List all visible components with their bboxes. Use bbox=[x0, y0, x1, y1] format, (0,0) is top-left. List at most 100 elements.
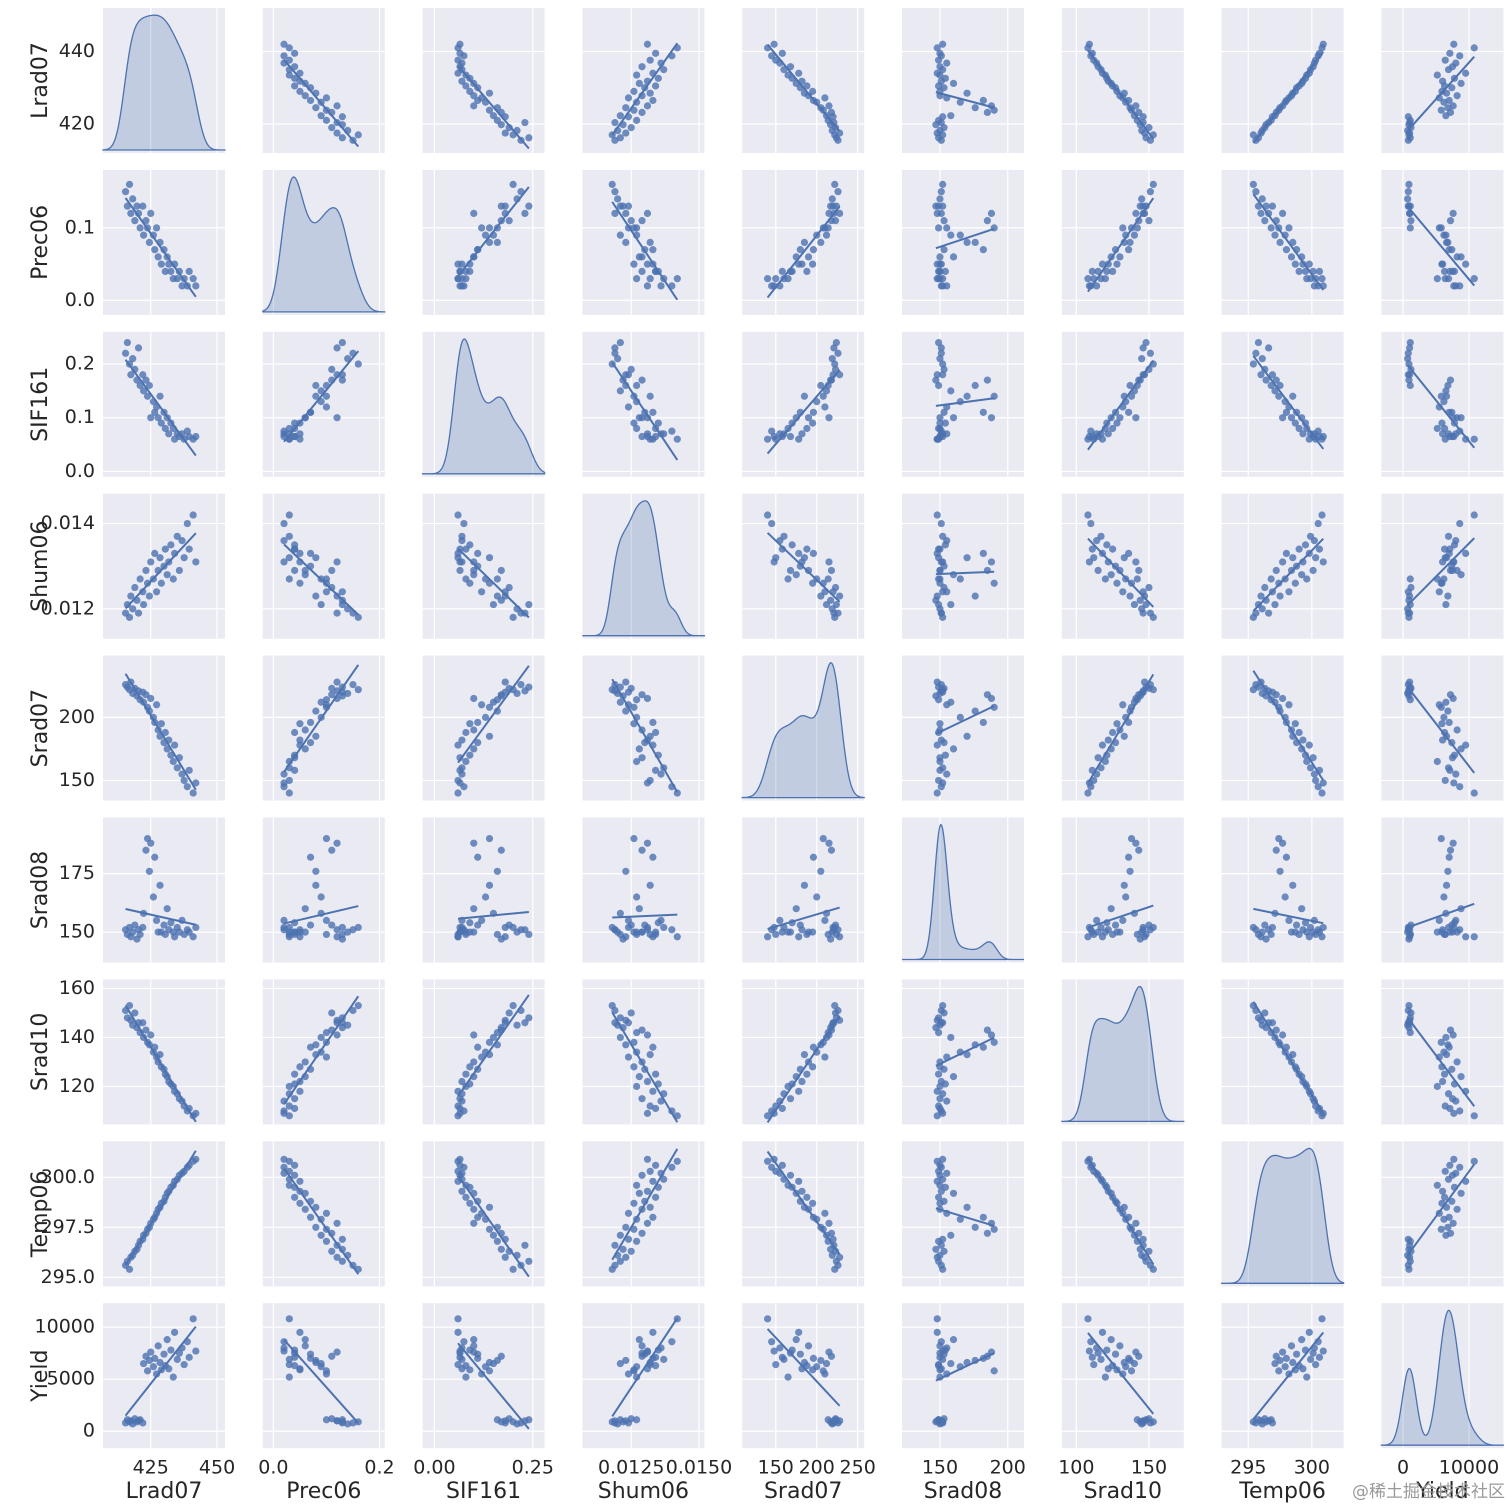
point bbox=[173, 764, 181, 772]
x-tick-label: 425 bbox=[133, 1457, 169, 1479]
point bbox=[1305, 1328, 1313, 1336]
point bbox=[478, 1370, 486, 1378]
point bbox=[638, 1229, 646, 1237]
point bbox=[1103, 751, 1111, 759]
point bbox=[280, 427, 288, 435]
point bbox=[830, 609, 838, 617]
point bbox=[641, 1197, 649, 1205]
point bbox=[156, 238, 164, 246]
point bbox=[1272, 1026, 1280, 1034]
point bbox=[1470, 1157, 1478, 1165]
x-tick-label: 150 bbox=[922, 1457, 958, 1479]
point bbox=[622, 707, 630, 715]
point bbox=[521, 118, 529, 127]
point bbox=[338, 1235, 346, 1243]
point bbox=[1457, 414, 1465, 422]
point bbox=[280, 558, 288, 566]
point bbox=[129, 355, 137, 363]
point bbox=[1435, 224, 1443, 232]
point bbox=[829, 1419, 837, 1427]
point bbox=[649, 260, 657, 268]
point bbox=[939, 1265, 947, 1273]
point bbox=[635, 253, 643, 261]
point bbox=[189, 511, 197, 519]
panel-background bbox=[1061, 979, 1184, 1125]
point bbox=[338, 588, 346, 596]
point bbox=[306, 921, 315, 929]
point bbox=[139, 698, 148, 706]
point bbox=[1101, 424, 1109, 433]
point bbox=[611, 1019, 619, 1027]
point bbox=[1470, 511, 1478, 519]
point bbox=[142, 376, 150, 384]
point bbox=[322, 588, 331, 596]
point bbox=[809, 419, 817, 427]
point bbox=[456, 545, 464, 553]
point bbox=[296, 720, 304, 728]
point bbox=[1111, 921, 1120, 929]
point bbox=[1093, 537, 1101, 545]
point bbox=[809, 579, 817, 587]
y-tick-label: 0.0 bbox=[65, 289, 95, 311]
panel-background bbox=[103, 331, 225, 477]
point bbox=[1097, 1355, 1105, 1364]
point bbox=[770, 1347, 778, 1355]
point bbox=[939, 180, 947, 188]
y-tick-label: 0.1 bbox=[65, 406, 95, 428]
point bbox=[939, 1419, 947, 1427]
point bbox=[936, 575, 944, 583]
point bbox=[1130, 387, 1139, 395]
point bbox=[1139, 202, 1147, 210]
point bbox=[1133, 930, 1141, 939]
point bbox=[1318, 933, 1326, 941]
point bbox=[1405, 376, 1413, 384]
point bbox=[1404, 1235, 1412, 1243]
point bbox=[1258, 355, 1266, 363]
point bbox=[470, 571, 478, 579]
point bbox=[458, 916, 466, 925]
point bbox=[1289, 1358, 1297, 1367]
point bbox=[624, 1019, 633, 1027]
point bbox=[608, 360, 616, 368]
point bbox=[1305, 549, 1313, 558]
point bbox=[1085, 779, 1093, 787]
panel-background bbox=[1381, 1303, 1504, 1449]
point bbox=[1145, 365, 1153, 373]
point bbox=[611, 209, 619, 217]
point bbox=[149, 398, 157, 406]
point bbox=[1116, 726, 1124, 734]
x-tick-label: 295 bbox=[1230, 1457, 1266, 1479]
regression-line bbox=[457, 665, 530, 764]
point bbox=[1257, 678, 1265, 686]
point bbox=[627, 1009, 635, 1017]
point bbox=[1440, 231, 1448, 239]
point bbox=[834, 188, 842, 196]
point bbox=[183, 1338, 191, 1346]
point bbox=[1435, 403, 1443, 411]
point bbox=[616, 909, 624, 917]
point bbox=[192, 282, 200, 290]
point bbox=[466, 1346, 474, 1354]
y-tick-label: 300.0 bbox=[41, 1166, 95, 1188]
point bbox=[830, 118, 838, 127]
point bbox=[763, 44, 772, 52]
point bbox=[1291, 720, 1299, 728]
point bbox=[825, 839, 833, 847]
point bbox=[804, 1058, 813, 1066]
point bbox=[157, 579, 165, 587]
point bbox=[1088, 49, 1096, 57]
point bbox=[1319, 1109, 1327, 1117]
panel-background bbox=[582, 169, 705, 315]
point bbox=[291, 1070, 299, 1078]
point bbox=[788, 541, 796, 549]
point bbox=[936, 1095, 944, 1103]
point bbox=[1139, 344, 1147, 352]
point bbox=[836, 1016, 844, 1024]
point bbox=[317, 909, 325, 917]
point bbox=[1441, 776, 1449, 785]
point bbox=[611, 926, 619, 934]
point bbox=[485, 238, 494, 246]
point bbox=[474, 853, 482, 861]
point bbox=[1127, 834, 1136, 843]
point bbox=[171, 741, 179, 749]
